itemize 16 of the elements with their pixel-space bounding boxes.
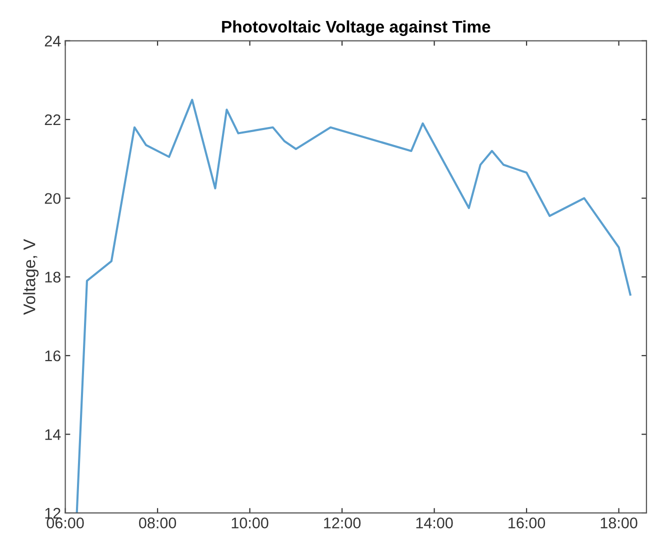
y-tick-label: 20: [44, 193, 61, 204]
x-tick-label: 10:00: [232, 518, 268, 528]
x-tick-label: 08:00: [139, 518, 176, 528]
chart-title: Photovoltaic Voltage against Time: [222, 20, 490, 36]
x-tick-label: 06:00: [46, 518, 84, 528]
x-tick-label: 12:00: [324, 518, 361, 528]
x-tick-label: 14:00: [416, 518, 453, 528]
y-tick-label: 14: [45, 429, 61, 440]
line-series: [76, 98, 632, 513]
y-tick-label: 18: [45, 272, 60, 283]
y-tick-label: 22: [44, 114, 60, 126]
y-axis-title: Voltage, V: [23, 238, 39, 315]
y-tick-label: 24: [44, 36, 61, 46]
y-tick-label: 16: [45, 350, 60, 362]
x-tick-label: 18:00: [600, 518, 638, 528]
x-tick-label: 16:00: [508, 518, 546, 528]
